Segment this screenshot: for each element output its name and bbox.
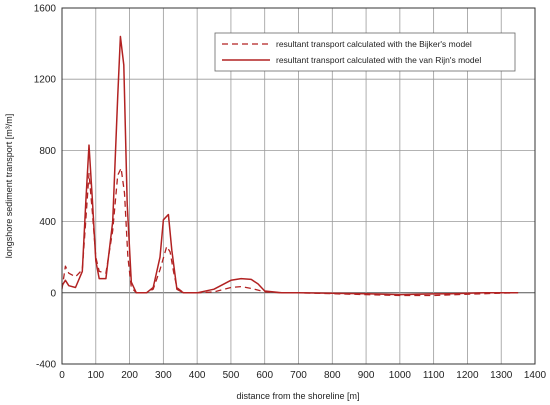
x-tick-label: 1100 [423, 370, 445, 381]
y-tick-label: -400 [36, 360, 56, 371]
x-tick-label: 100 [87, 370, 104, 381]
x-tick-label: 800 [324, 370, 341, 381]
y-tick-labels: -400 0 400 800 1200 1600 [34, 4, 57, 371]
legend-label-bijker: resultant transport calculated with the … [276, 39, 472, 49]
y-tick-label: 800 [39, 146, 56, 157]
y-tick-label: 1200 [34, 75, 57, 86]
x-tick-label: 1400 [524, 370, 547, 381]
x-tick-label: 900 [358, 370, 375, 381]
x-tick-label: 0 [59, 370, 65, 381]
x-tick-label: 500 [223, 370, 240, 381]
y-axis-title: longshore sediment transport [m³/m] [4, 114, 14, 259]
x-tick-label: 1000 [389, 370, 412, 381]
series-group [61, 35, 519, 297]
x-tick-label: 200 [121, 370, 138, 381]
legend-box [214, 32, 516, 72]
series-line-van-rijn [61, 35, 519, 296]
y-tick-label: 400 [39, 217, 56, 228]
x-tick-label: 1300 [490, 370, 513, 381]
x-tick-label: 400 [189, 370, 206, 381]
x-tick-label: 300 [155, 370, 172, 381]
legend-label-van-rijn: resultant transport calculated with the … [276, 55, 481, 65]
x-tick-label: 600 [256, 370, 273, 381]
x-tick-label: 1200 [456, 370, 479, 381]
plot-frame [61, 7, 536, 365]
x-tick-labels: 0 100 200 300 400 500 600 700 800 900 1000 1100 1200… [59, 370, 546, 381]
y-tick-label: 0 [50, 288, 56, 299]
grid [61, 7, 536, 365]
y-tick-label: 1600 [34, 4, 57, 15]
x-axis-title: distance from the shoreline [m] [236, 391, 359, 401]
x-tick-label: 700 [290, 370, 307, 381]
legend: resultant transport calculated with the … [214, 32, 516, 72]
